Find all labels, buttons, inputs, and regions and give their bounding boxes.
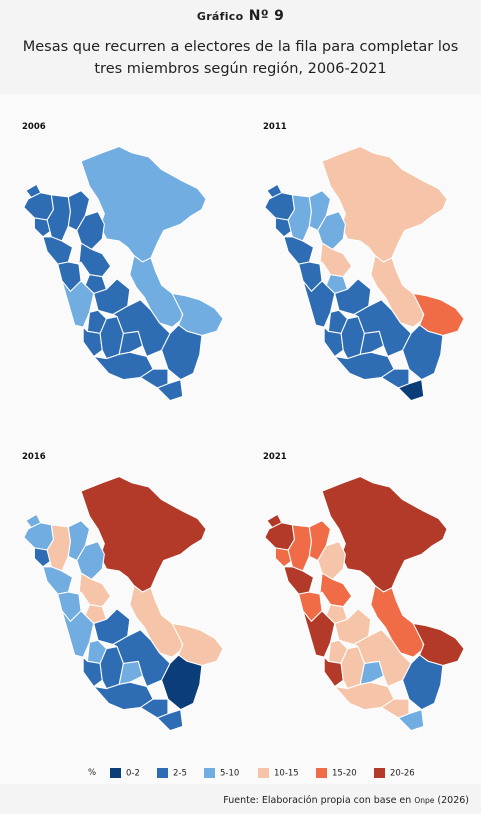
region-huanuco (78, 242, 112, 278)
map-panel-2: 2011 (241, 94, 481, 424)
peru-map-1 (23, 145, 224, 402)
region-sanmartin (76, 211, 105, 250)
legend-item: 2-5 (157, 768, 187, 779)
regions-group (23, 145, 224, 402)
map-year-label: 2011 (263, 122, 287, 132)
region-loreto (80, 475, 207, 593)
region-sanmartin (317, 211, 346, 250)
region-arequipa (93, 681, 154, 711)
map-year-label: 2016 (22, 452, 46, 462)
region-moquegua (139, 698, 169, 719)
region-lambayeque (274, 547, 293, 568)
chart-title: Mesas que recurren a electores de la fil… (20, 36, 461, 80)
region-madrededios (412, 292, 465, 337)
legend-item: 5-10 (204, 768, 239, 779)
legend-label: 5-10 (220, 768, 240, 779)
region-lalibertad (283, 236, 315, 265)
region-madrededios (171, 292, 224, 337)
legend-item: 10-15 (258, 768, 299, 779)
legend-swatch (157, 768, 168, 778)
region-arequipa (334, 351, 395, 381)
region-tacna (156, 709, 184, 732)
region-tacna (397, 709, 425, 732)
map-year-label: 2006 (22, 122, 46, 132)
legend-item: 20-26 (374, 768, 415, 779)
region-junin (334, 608, 372, 646)
legend-swatch (110, 768, 121, 778)
region-arequipa (334, 681, 395, 711)
peru-map-3 (23, 475, 224, 732)
region-madrededios (412, 622, 465, 667)
region-lalibertad (283, 566, 315, 595)
region-sanmartin (317, 541, 346, 580)
region-lalibertad (42, 236, 74, 265)
source-prefix: Fuente: Elaboración propia con base en (223, 795, 412, 806)
legend-unit: % (88, 768, 97, 778)
region-junin (93, 608, 131, 646)
region-junin (93, 278, 131, 316)
region-madrededios (171, 622, 224, 667)
region-lambayeque (274, 217, 293, 238)
peru-map-2 (264, 145, 465, 402)
regions-group (23, 475, 224, 732)
legend-item: 15-20 (316, 768, 357, 779)
region-junin (334, 278, 372, 316)
region-huanuco (319, 572, 353, 608)
region-loreto (321, 145, 448, 263)
legend-swatch (316, 768, 327, 778)
region-loreto (80, 145, 207, 263)
chart-number-heading: Gráfico Nº 9 (0, 8, 481, 24)
source-note: Fuente: Elaboración propia con base en O… (223, 795, 469, 806)
legend-swatch (374, 768, 385, 778)
source-year: (2026) (437, 795, 469, 806)
region-tacna (397, 379, 425, 402)
chart-word: Gráfico (196, 10, 244, 23)
legend-swatch (258, 768, 269, 778)
regions-group (264, 475, 465, 732)
region-moquegua (380, 698, 410, 719)
chart-title-line-2: tres miembros según región, 2006-2021 (94, 61, 387, 77)
region-loreto (321, 475, 448, 593)
region-puno (402, 654, 444, 711)
legend-label: 15-20 (332, 768, 357, 779)
region-moquegua (380, 368, 410, 389)
legend-label: 0-2 (126, 768, 140, 779)
region-arequipa (93, 351, 154, 381)
region-tacna (156, 379, 184, 402)
legend-label: 20-26 (390, 768, 415, 779)
map-panel-3: 2016 (0, 424, 240, 754)
region-puno (402, 324, 444, 381)
region-huanuco (78, 572, 112, 608)
region-sanmartin (76, 541, 105, 580)
regions-group (264, 145, 465, 402)
peru-map-4 (264, 475, 465, 732)
chart-number: Nº 9 (248, 8, 285, 24)
legend-swatch (204, 768, 215, 778)
chart-title-line-1: Mesas que recurren a electores de la fil… (22, 39, 459, 55)
map-panel-4: 2021 (241, 424, 481, 754)
legend-item: 0-2 (110, 768, 140, 779)
region-lalibertad (42, 566, 74, 595)
map-panel-1: 2006 (0, 94, 240, 424)
region-moquegua (139, 368, 169, 389)
region-huanuco (319, 242, 353, 278)
region-puno (161, 654, 203, 711)
source-org: Onpe (414, 796, 435, 805)
map-year-label: 2021 (263, 452, 287, 462)
legend-label: 2-5 (173, 768, 187, 779)
region-lambayeque (33, 547, 52, 568)
region-puno (161, 324, 203, 381)
legend-label: 10-15 (274, 768, 299, 779)
region-lambayeque (33, 217, 52, 238)
